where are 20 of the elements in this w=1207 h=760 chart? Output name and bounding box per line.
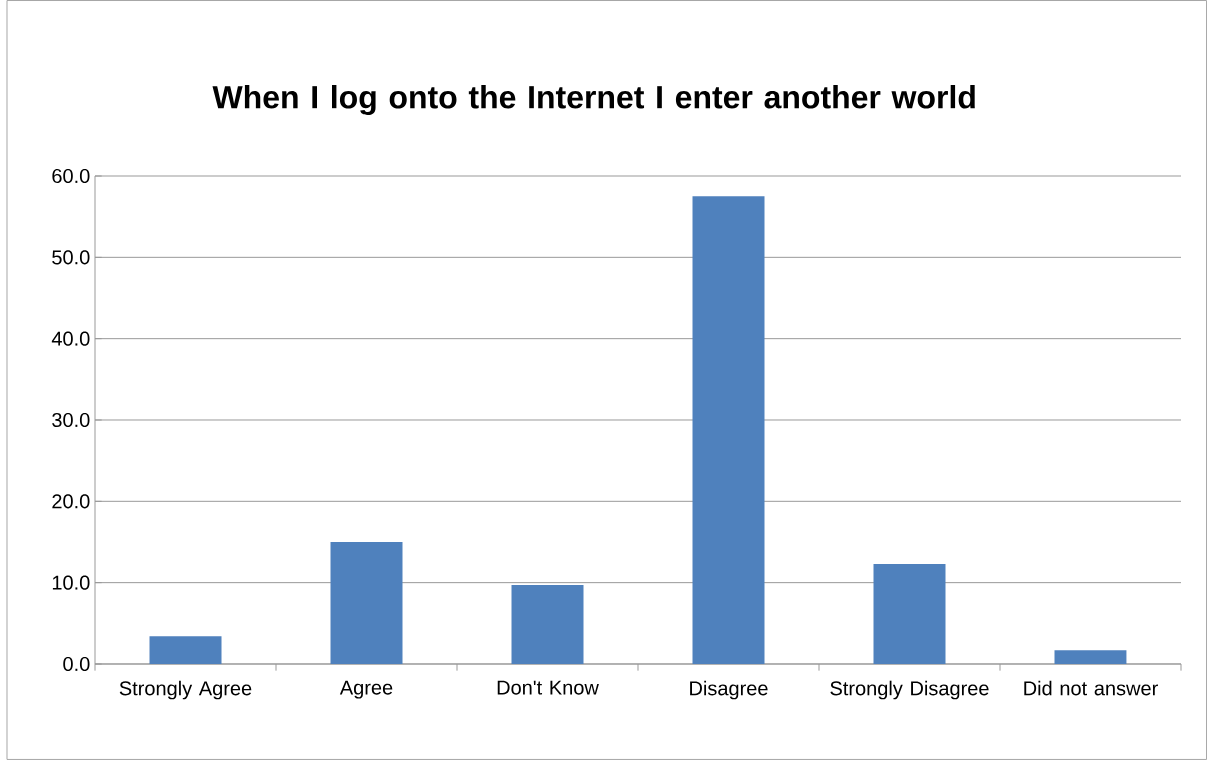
y-tick-label: 30.0 (52, 412, 90, 428)
y-tick-label: 20.0 (52, 494, 90, 509)
x-tick-label: Don't Know (497, 680, 599, 695)
y-tick-label: 50.0 (52, 250, 90, 265)
y-tick-label: 40.0 (51, 331, 90, 346)
bar (330, 541, 403, 664)
bar (149, 636, 222, 664)
y-tick-label: 60.0 (52, 168, 90, 184)
x-tick-label: Strongly Disagree (830, 680, 989, 700)
y-tick-label: 0.0 (63, 656, 90, 672)
x-tick-label: Strongly Agree (119, 680, 252, 700)
x-tick-label: Agree (339, 680, 393, 699)
x-tick-label: Disagree (690, 680, 768, 700)
bar (511, 585, 584, 664)
bar (692, 196, 765, 664)
chart-title: When I log onto the Internet I enter another world (212, 85, 975, 115)
bar (873, 563, 946, 664)
x-tick-label: Did not answer (1024, 680, 1158, 696)
bar (1054, 650, 1127, 664)
y-tick-label: 10.0 (52, 575, 90, 590)
